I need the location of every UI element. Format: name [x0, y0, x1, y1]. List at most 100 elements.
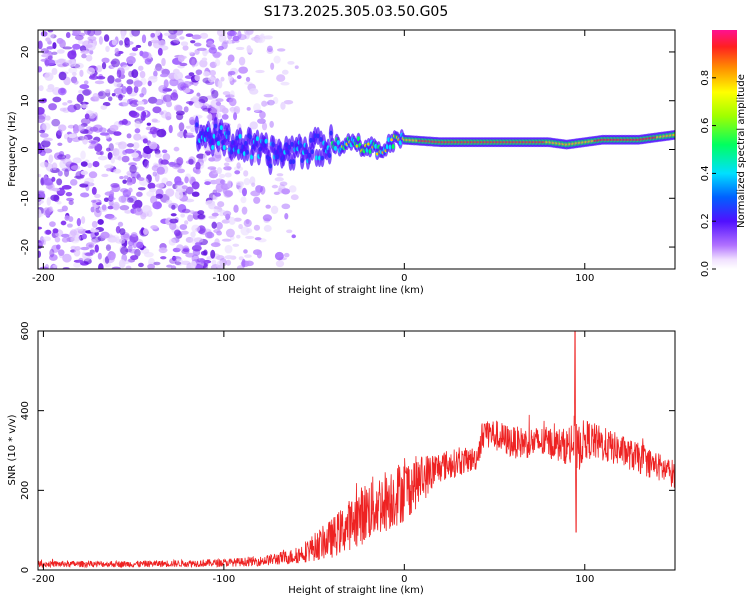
spectrogram-noise-blob [210, 167, 217, 174]
spectrogram-noise-blob [214, 58, 221, 67]
spectrogram-noise-blob [207, 166, 217, 170]
spectrogram-noise-blob [215, 98, 224, 103]
spectrogram-noise-blob [174, 180, 184, 186]
spectrogram-noise-blob [56, 49, 65, 54]
spectrogram-noise-blob [135, 44, 142, 48]
spectrogram-noise-blob [183, 106, 189, 113]
colorbar-label: Normalized spectral amplitude [736, 74, 747, 228]
ridge-core [245, 149, 249, 155]
spectrogram-noise-blob [221, 219, 231, 224]
spectrogram-noise-blob [110, 182, 120, 188]
spectrogram-noise-blob [251, 182, 256, 187]
spectrogram-noise-blob [130, 232, 138, 238]
spectrogram-noise-blob [107, 96, 113, 102]
spectrogram-noise-blob [80, 150, 86, 160]
spectrogram-noise-blob [38, 199, 44, 204]
spectrogram-noise-blob [219, 179, 226, 185]
snr-frame [37, 330, 676, 571]
spectrogram-noise-blob [131, 47, 139, 52]
spectrogram-noise-blob [227, 179, 232, 188]
spectrogram-noise-blob [195, 264, 204, 269]
spectrogram-noise-blob [216, 260, 224, 269]
spectrogram-noise-blob [136, 191, 143, 197]
spectrogram-noise-blob [133, 207, 144, 216]
spectrogram-noise-blob [154, 152, 162, 158]
spectrogram-noise-blob [217, 209, 226, 213]
spectrogram-noise-blob [117, 221, 124, 227]
spectrogram-noise-blob [121, 118, 128, 125]
spectrogram-noise-blob [173, 38, 180, 44]
spectrogram-noise-blob [99, 132, 110, 136]
spectrogram-noise-blob [52, 264, 58, 269]
x-tick-label: 100 [575, 574, 594, 585]
spectrogram-noise-blob [95, 202, 102, 206]
spectrogram-noise-blob [172, 183, 178, 190]
spectrogram-noise-blob [175, 105, 183, 112]
spectrogram-noise-blob [64, 215, 70, 221]
spectrogram-noise-blob [106, 168, 112, 172]
spectrogram-noise-blob [214, 192, 222, 197]
spectrogram-noise-blob [118, 195, 127, 203]
ridge-core [264, 138, 268, 144]
spectrogram-noise-blob [74, 62, 84, 69]
spectrogram-noise-blob [189, 52, 196, 57]
spectrogram-noise-blob [142, 138, 148, 144]
spectrogram-noise-blob [233, 112, 238, 121]
y-tick-label: 10 [20, 94, 31, 107]
spectrogram-noise-blob [257, 118, 266, 124]
spectrogram-noise-blob [152, 201, 162, 210]
spectrogram-noise-blob [176, 244, 184, 251]
spectrogram-noise-blob [190, 127, 196, 133]
spectrogram-noise-blob [39, 266, 49, 269]
spectrogram-noise-blob [220, 76, 225, 82]
spectrogram-noise-blob [59, 107, 67, 112]
spectrogram-noise-blob [126, 85, 133, 95]
spectrogram-noise-blob [126, 176, 132, 185]
spectrogram-noise-blob [124, 148, 135, 154]
spectrogram-noise-blob [78, 257, 84, 264]
spectrogram-noise-blob [210, 242, 221, 248]
spectrogram-noise-blob [80, 101, 89, 105]
spectrogram-noise-blob [177, 132, 182, 138]
spectrogram-noise-blob [245, 235, 255, 240]
spectrogram-noise-blob [154, 173, 160, 182]
spectrogram-noise-blob [209, 107, 219, 114]
spectrogram-noise-blob [222, 91, 231, 96]
spectrogram-noise-blob [101, 62, 107, 70]
spectrogram-noise-blob [62, 62, 69, 67]
spectrogram-noise-blob [68, 67, 78, 74]
ridge-core [391, 144, 395, 150]
spectrogram-noise-blob [254, 237, 262, 241]
spectrogram-noise-blob [240, 196, 247, 204]
spectrogram-noise-blob [77, 39, 84, 45]
spectrogram-noise-blob [154, 67, 164, 72]
spectrogram-noise-blob [85, 54, 93, 62]
spectrogram-noise-blob [219, 212, 224, 217]
spectrogram-noise-blob [170, 42, 178, 46]
spectrogram-noise-blob [236, 75, 242, 80]
spectrogram-noise-blob [43, 178, 54, 186]
spectrogram-noise-blob [194, 74, 201, 82]
spectrogram-noise-blob [138, 65, 144, 71]
spectrogram-noise-blob [245, 76, 251, 82]
spectrogram-noise-blob [83, 181, 90, 185]
spectrogram-noise-blob [169, 218, 179, 224]
spectrogram-noise-blob [101, 173, 109, 178]
spectrogram-noise-blob [61, 185, 72, 190]
spectrogram-noise-blob [89, 49, 94, 55]
spectrogram-noise-blob [263, 224, 272, 232]
spectrogram-noise-blob [51, 176, 56, 182]
spectrogram-noise-blob [128, 187, 133, 193]
spectrogram-noise-blob [103, 34, 110, 42]
spectrogram-noise-blob [129, 100, 139, 107]
ridge-core [219, 125, 223, 131]
spectrogram-noise-blob [141, 111, 147, 118]
spectrogram-noise-blob [72, 43, 81, 50]
spectrogram-noise-blob [246, 228, 253, 234]
y-tick-label: 0 [20, 146, 31, 152]
snr-plot-area [38, 331, 675, 569]
spectrogram-noise-blob [38, 173, 42, 178]
spectrogram-noise-blob [228, 216, 236, 225]
colorbar-tick-label: 0.8 [700, 70, 711, 86]
x-tick-label: 0 [401, 574, 407, 585]
